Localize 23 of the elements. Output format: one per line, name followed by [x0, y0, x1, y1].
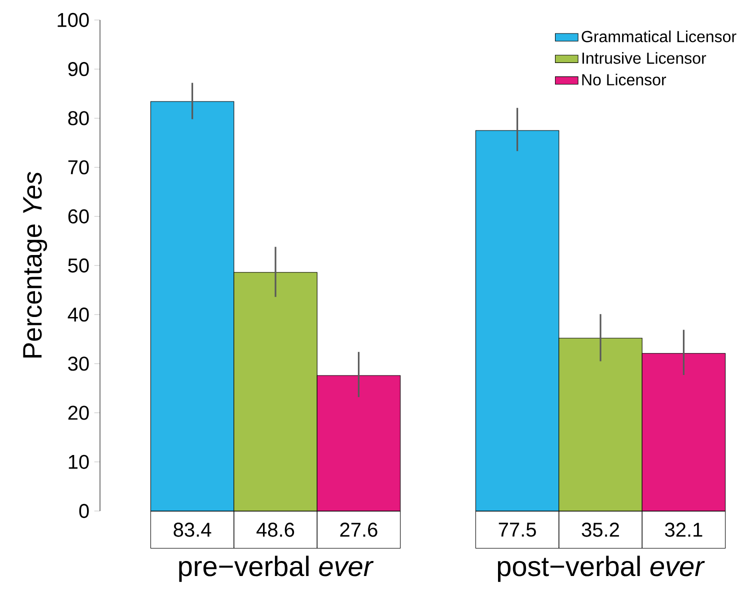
data-label: 83.4 [174, 522, 212, 537]
y-tick-label: 40 [68, 308, 89, 322]
y-tick-label: 80 [68, 111, 89, 126]
y-tick-label: 100 [58, 12, 89, 28]
y-tick-label: 20 [68, 406, 89, 420]
y-tick-label: 90 [68, 62, 89, 76]
y-tick-label: 50 [68, 258, 89, 273]
legend-label: Grammatical Licensor [582, 30, 736, 42]
y-tick-label: 60 [68, 209, 89, 224]
y-tick-label: 70 [68, 160, 89, 174]
y-axis-title: Percentage Yes [23, 172, 48, 358]
legend-label: No Licensor [582, 74, 666, 86]
data-label: 32.1 [665, 522, 702, 537]
y-tick-label: 0 [79, 504, 89, 518]
data-label: 27.6 [340, 522, 378, 537]
data-label: 48.6 [256, 522, 294, 537]
y-tick-label: 30 [68, 356, 89, 371]
x-tick-label: post−verbal ever [498, 556, 705, 582]
data-label: 77.5 [498, 522, 536, 537]
legend-label: Intrusive Licensor [582, 52, 706, 64]
x-tick-label: pre−verbal ever [179, 556, 374, 582]
data-label: 35.2 [582, 522, 619, 537]
y-tick-label: 10 [68, 454, 89, 469]
